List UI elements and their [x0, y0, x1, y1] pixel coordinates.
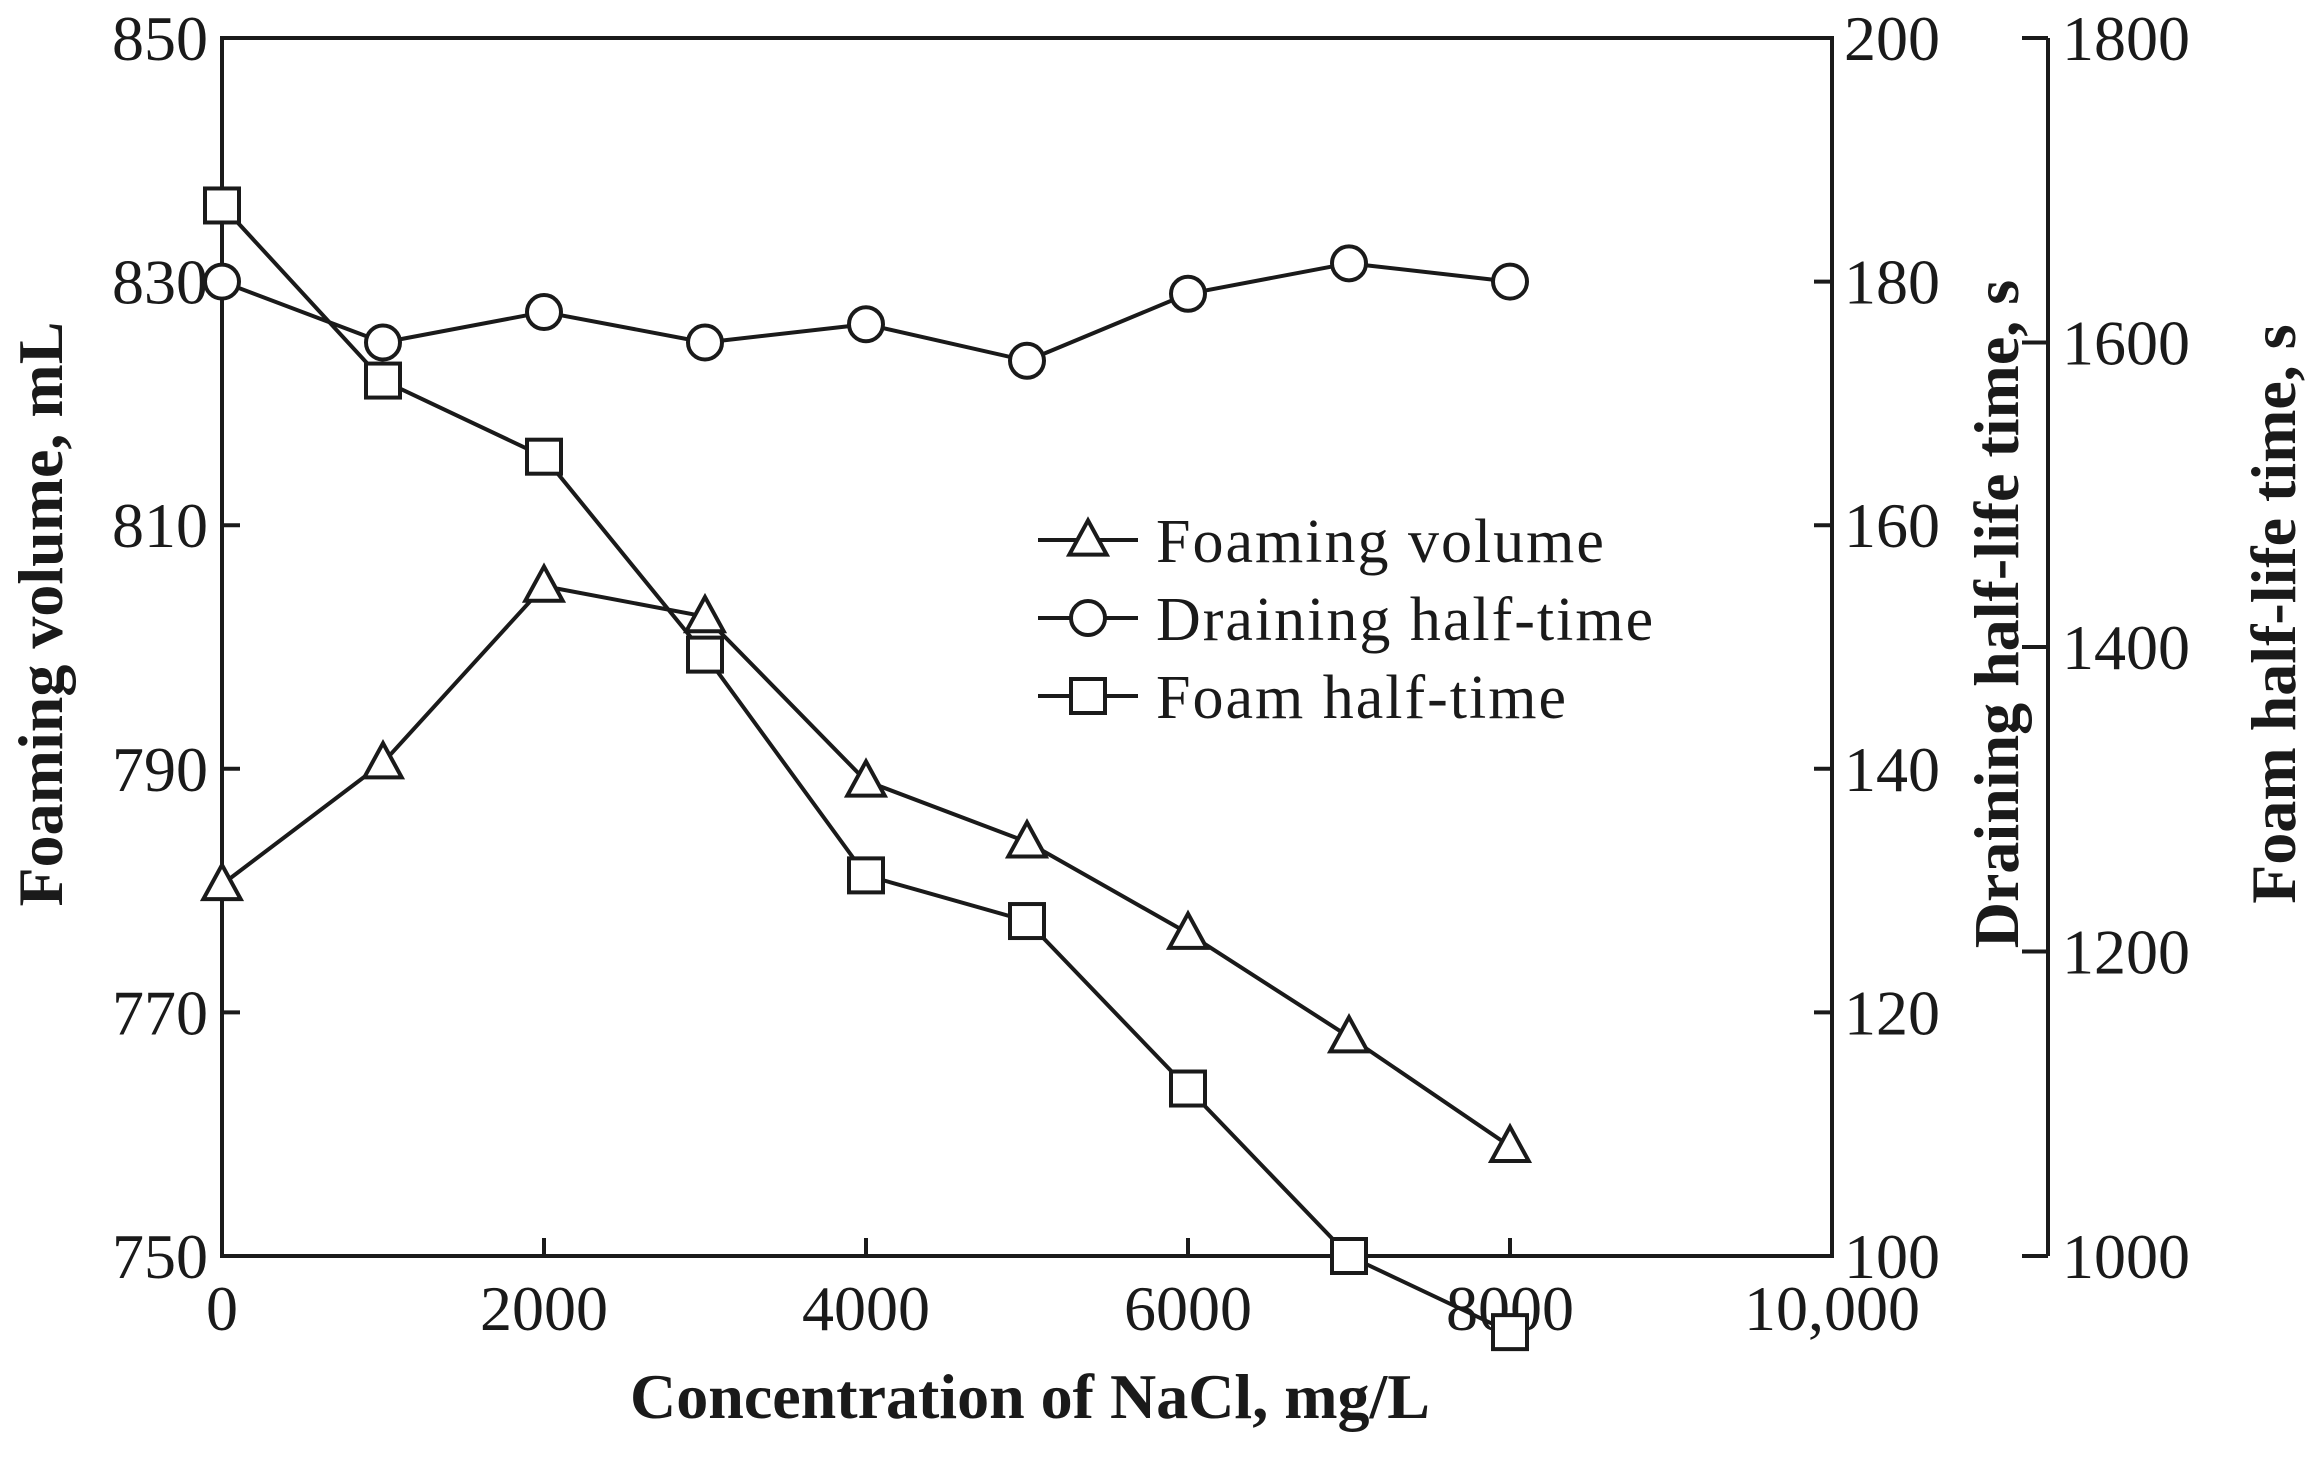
draining-half-time-point — [1008, 341, 1046, 380]
legend-foam-half-time-label: Foam half-time — [1156, 664, 1568, 732]
foaming-volume-point — [843, 757, 889, 798]
right1-tick-label: 200 — [1844, 3, 1940, 74]
left-tick-label: 750 — [112, 1221, 208, 1292]
x-tick-label: 10,000 — [1744, 1273, 1920, 1344]
right1-tick-label: 100 — [1844, 1221, 1940, 1292]
x-axis-title: Concentration of NaCl, mg/L — [630, 1361, 1430, 1432]
right1-tick-label: 120 — [1844, 977, 1940, 1048]
right1-axis-title: Draining half-life time, s — [1961, 280, 2032, 948]
draining-half-time-point — [847, 305, 885, 344]
legend-foam-half-time-marker — [1069, 677, 1107, 715]
left-tick-label: 830 — [112, 247, 208, 318]
left-tick-label: 770 — [112, 977, 208, 1048]
foam-half-time-point — [686, 635, 724, 674]
right1-tick-label: 180 — [1844, 247, 1940, 318]
foaming-volume-point — [1326, 1013, 1372, 1054]
draining-half-time-point — [525, 293, 563, 332]
x-tick-label: 4000 — [802, 1273, 930, 1344]
x-tick-label: 0 — [206, 1273, 238, 1344]
foaming-volume-point — [682, 592, 728, 634]
foam-half-time-point — [1169, 1069, 1207, 1108]
foam-half-time-point — [1330, 1237, 1368, 1275]
left-tick-label: 810 — [112, 490, 208, 561]
legend-draining-half-time-marker — [1069, 599, 1107, 637]
right2-tick-label: 1400 — [2062, 612, 2190, 683]
foam-half-time-point — [1491, 1313, 1529, 1352]
foaming-volume-point — [360, 738, 406, 780]
foaming-volume-point — [1487, 1122, 1533, 1164]
right2-tick-label: 1200 — [2062, 917, 2190, 988]
foam-half-time-point — [1008, 902, 1046, 941]
legend-foaming-volume-marker — [1065, 516, 1111, 557]
foaming-volume-point — [1004, 818, 1050, 859]
right1-tick-label: 160 — [1844, 490, 1940, 561]
foam-half-time-point — [203, 186, 241, 225]
draining-half-time-point — [1169, 274, 1207, 313]
right2-tick-label: 1000 — [2062, 1221, 2190, 1292]
foam-half-time-point — [847, 856, 885, 895]
foaming-volume-point — [199, 860, 245, 902]
x-tick-label: 6000 — [1124, 1273, 1252, 1344]
draining-half-time-point — [1330, 244, 1368, 283]
draining-half-time-point — [686, 323, 724, 362]
x-tick-label: 2000 — [480, 1273, 608, 1344]
left-tick-label: 850 — [112, 3, 208, 74]
foaming-volume-point — [1165, 909, 1211, 950]
right2-tick-label: 1800 — [2062, 3, 2190, 74]
foaming-volume-point — [521, 562, 567, 603]
legend-draining-half-time-label: Draining half-time — [1156, 586, 1655, 654]
draining-half-time-point — [1491, 262, 1529, 301]
draining-half-time-point — [203, 262, 241, 301]
right2-axis-title: Foam half-life time, s — [2238, 324, 2309, 903]
left-axis-title: Foaming volume, mL — [5, 322, 76, 907]
right1-tick-label: 140 — [1844, 734, 1940, 805]
foam-half-time-point — [525, 437, 563, 476]
left-tick-label: 790 — [112, 734, 208, 805]
right2-tick-label: 1600 — [2062, 308, 2190, 379]
draining-half-time-point — [364, 323, 402, 362]
legend-foaming-volume-label: Foaming volume — [1156, 508, 1606, 576]
foam-half-time-point — [364, 361, 402, 400]
plot-frame — [220, 36, 1834, 1258]
